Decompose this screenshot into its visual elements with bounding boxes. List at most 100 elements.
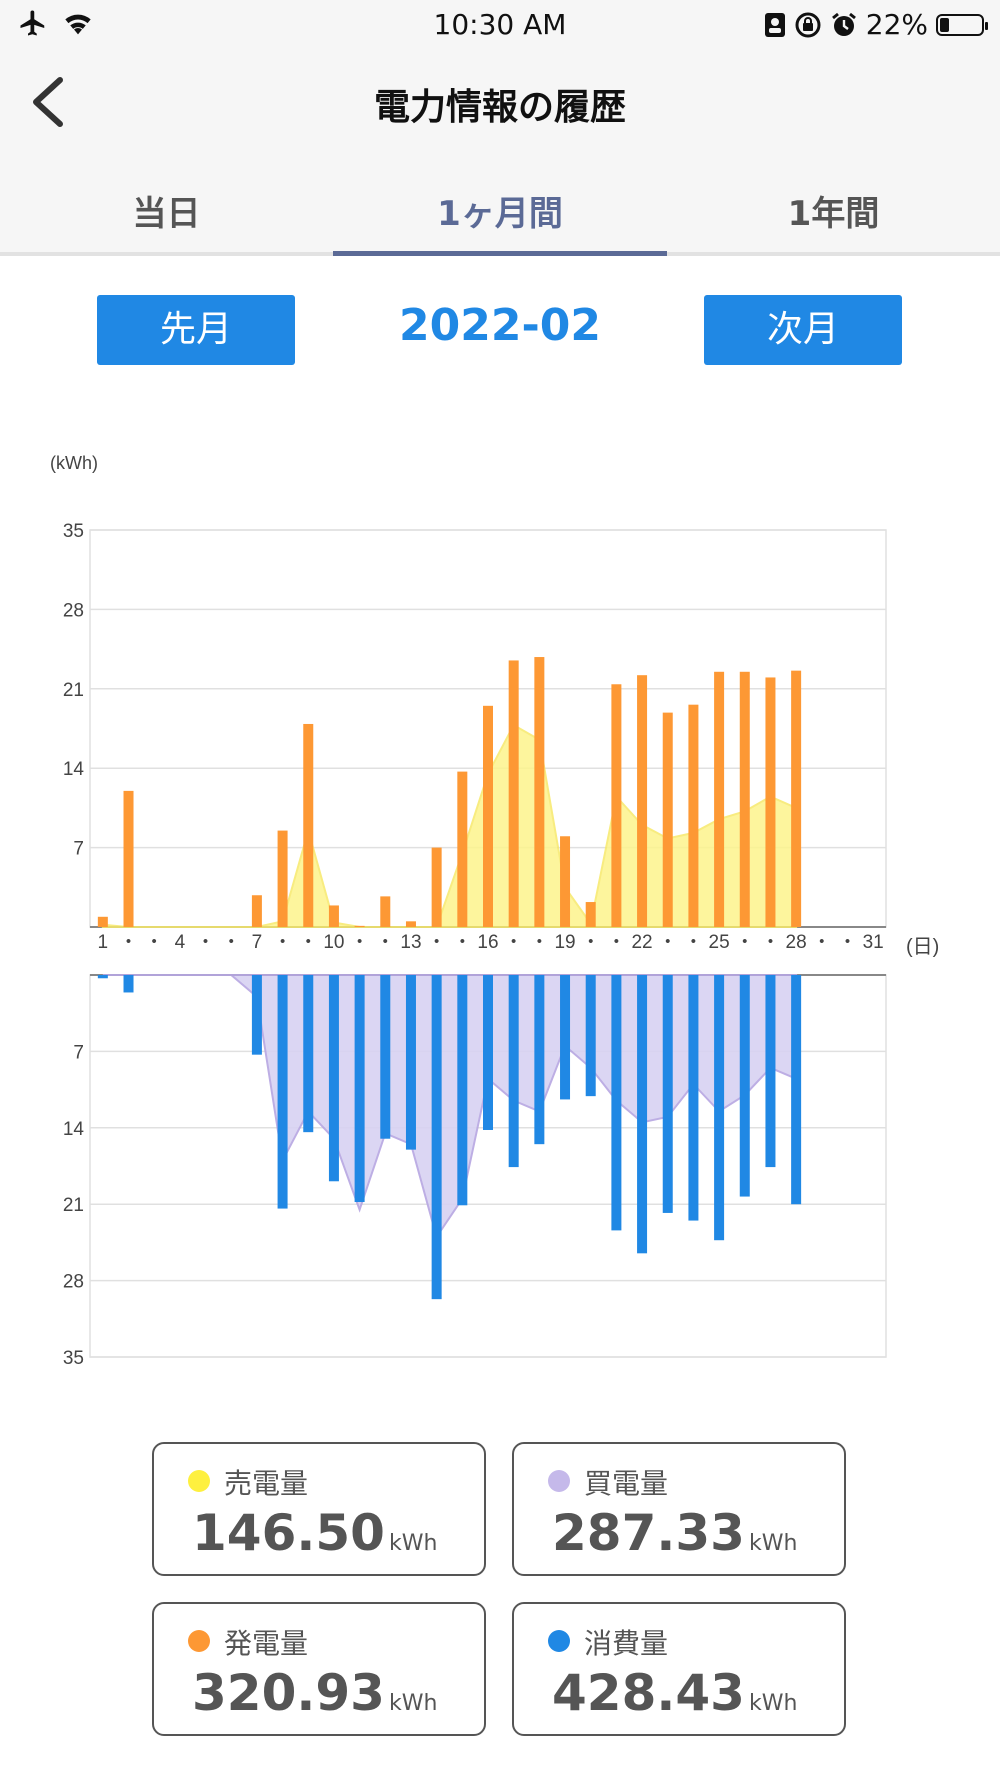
x-tick-label: ・ xyxy=(222,932,241,953)
x-tick-label: 28 xyxy=(786,932,807,953)
generation-bar xyxy=(791,670,802,927)
consumption-bar xyxy=(714,975,725,1241)
legend-sell-dot xyxy=(188,1470,210,1492)
generation-bar xyxy=(380,896,391,927)
generation-bar xyxy=(739,671,750,927)
x-tick-label: ・ xyxy=(299,932,318,953)
legend-buy-value: 287.33 kWh xyxy=(552,1504,797,1562)
x-tick-label: ・ xyxy=(145,932,164,953)
legend-consumption-unit: kWh xyxy=(748,1691,798,1716)
x-tick-label: 31 xyxy=(863,932,884,953)
x-tick-label: ・ xyxy=(196,932,215,953)
consumption-bar xyxy=(380,975,391,1139)
upper-y-tick-label: 28 xyxy=(63,600,84,621)
x-tick-label: ・ xyxy=(530,932,549,953)
consumption-bar xyxy=(303,975,314,1133)
x-tick-label: 16 xyxy=(477,932,498,953)
generation-bar xyxy=(354,925,365,927)
battery-percent: 22% xyxy=(865,8,928,41)
contact-card-icon xyxy=(764,12,785,37)
x-tick-label: ・ xyxy=(761,932,780,953)
battery-fill xyxy=(940,17,949,32)
legend-buy: 買電量 287.33 kWh xyxy=(512,1442,846,1576)
x-tick-label: 25 xyxy=(709,932,730,953)
tab-one-year[interactable]: 1年間 xyxy=(787,194,880,234)
legend-consumption-dot xyxy=(548,1630,570,1652)
generation-bar xyxy=(765,677,776,927)
generation-bar xyxy=(97,916,108,927)
consumption-bar xyxy=(328,975,339,1182)
upper-generation-bars xyxy=(97,657,802,927)
x-tick-label: ・ xyxy=(607,932,626,953)
lower-consumption-bars xyxy=(97,975,802,1300)
x-tick-label: ・ xyxy=(119,932,138,953)
x-tick-label: ・ xyxy=(427,932,446,953)
consumption-bar xyxy=(123,975,134,993)
generation-bar xyxy=(611,684,622,927)
generation-bar xyxy=(585,902,596,927)
x-tick-label: ・ xyxy=(684,932,703,953)
consumption-bar xyxy=(585,975,596,1097)
generation-bar xyxy=(251,895,262,927)
back-button[interactable] xyxy=(24,74,76,130)
period-tabs: 当日 1ヶ月間 1年間 xyxy=(0,152,1000,256)
active-tab-indicator xyxy=(333,251,667,256)
x-tick-label: 22 xyxy=(631,932,652,953)
current-month: 2022-02 xyxy=(399,300,601,351)
consumption-bar xyxy=(251,975,262,1055)
prev-month-button[interactable]: 先月 xyxy=(97,295,295,365)
legend-buy-label: 買電量 xyxy=(584,1467,669,1500)
x-tick-label: ・ xyxy=(735,932,754,953)
x-tick-label: ・ xyxy=(504,932,523,953)
consumption-bar xyxy=(354,975,365,1203)
x-tick-label: ・ xyxy=(350,932,369,953)
consumption-bar xyxy=(688,975,699,1221)
generation-bar xyxy=(457,771,468,927)
status-left xyxy=(18,8,94,38)
consumption-bar xyxy=(611,975,622,1231)
x-tick-label: ・ xyxy=(812,932,831,953)
alarm-icon xyxy=(831,12,856,36)
consumption-bar xyxy=(739,975,750,1197)
generation-bar xyxy=(534,657,545,927)
lower-y-tick-label: 35 xyxy=(63,1348,84,1369)
lower-y-tick-label: 7 xyxy=(73,1042,84,1063)
generation-bar xyxy=(662,712,673,927)
x-tick-label: 7 xyxy=(252,932,263,953)
legend-buy-unit: kWh xyxy=(748,1531,798,1556)
x-tick-label: ・ xyxy=(838,932,857,953)
legend-consumption-label: 消費量 xyxy=(584,1627,669,1660)
battery-icon xyxy=(936,13,988,36)
x-tick-label: ・ xyxy=(453,932,472,953)
lower-y-tick-label: 28 xyxy=(63,1272,84,1293)
legend-generation-dot xyxy=(188,1630,210,1652)
rotation-lock-icon xyxy=(795,12,821,37)
wifi-icon xyxy=(65,14,91,35)
x-tick-label: ・ xyxy=(376,932,395,953)
tab-today[interactable]: 当日 xyxy=(132,194,201,234)
upper-y-tick-label: 21 xyxy=(63,680,84,701)
x-tick-label: 4 xyxy=(175,932,186,953)
lower-axis-labels: 35 28 21 14 7 xyxy=(63,1042,85,1369)
status-time: 10:30 AM xyxy=(433,8,567,41)
status-right: 22% xyxy=(764,8,988,41)
x-tick-label: 19 xyxy=(554,932,575,953)
tab-one-month[interactable]: 1ヶ月間 xyxy=(437,194,563,234)
legend-buy-dot xyxy=(548,1470,570,1492)
legend-buy-number: 287.33 xyxy=(552,1504,745,1562)
x-tick-label: 13 xyxy=(400,932,421,953)
upper-y-tick-label: 14 xyxy=(63,759,85,780)
y-axis-unit: (kWh) xyxy=(50,453,98,473)
consumption-bar xyxy=(534,975,545,1145)
next-month-button[interactable]: 次月 xyxy=(704,295,902,365)
lower-y-tick-label: 14 xyxy=(63,1119,85,1140)
x-tick-label: ・ xyxy=(658,932,677,953)
lower-y-tick-label: 21 xyxy=(63,1195,84,1216)
generation-bar xyxy=(688,704,699,927)
generation-bar xyxy=(483,705,493,927)
consumption-bar xyxy=(97,975,108,979)
legend-generation-value: 320.93 kWh xyxy=(192,1664,437,1722)
generation-bar xyxy=(405,921,416,927)
x-tick-label: ・ xyxy=(581,932,600,953)
consumption-bar xyxy=(662,975,673,1213)
